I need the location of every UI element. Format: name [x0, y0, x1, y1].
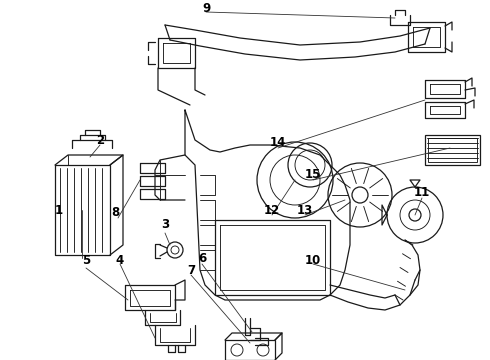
Text: 7: 7	[187, 264, 195, 276]
Text: 6: 6	[198, 252, 206, 265]
Text: 10: 10	[305, 253, 321, 266]
Text: 14: 14	[270, 136, 286, 149]
Text: 1: 1	[55, 203, 63, 216]
Text: 4: 4	[116, 253, 124, 266]
Text: 13: 13	[297, 203, 313, 216]
Bar	[428, 138, 477, 162]
Text: 9: 9	[202, 1, 210, 14]
Text: 5: 5	[82, 253, 90, 266]
Text: 3: 3	[161, 219, 169, 231]
Text: 11: 11	[414, 186, 430, 199]
Bar	[425, 135, 480, 165]
Text: 12: 12	[264, 203, 280, 216]
Text: 15: 15	[305, 168, 321, 181]
Text: 2: 2	[96, 134, 104, 147]
Text: 8: 8	[111, 207, 119, 220]
